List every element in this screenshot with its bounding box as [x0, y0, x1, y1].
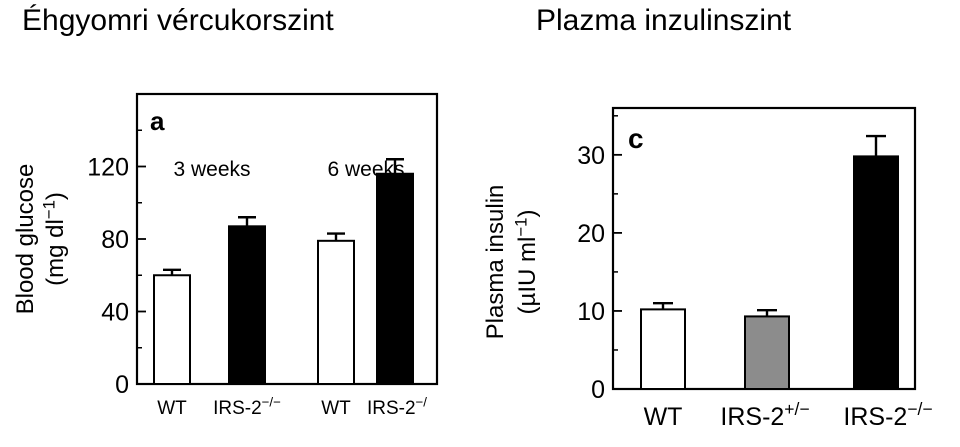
- x-category-label: IRS-2−/−: [843, 399, 932, 431]
- blood-glucose-chart: a 0 40 80 120 Blood glucose (mg dl−1) WT IRS-2−/…: [12, 92, 439, 419]
- group-label: 3 weeks: [173, 158, 250, 181]
- x-category-label: IRS-2+/−: [720, 399, 809, 431]
- y-tick-label: 0: [115, 371, 129, 399]
- bar: [744, 315, 790, 390]
- group-label: 6 weeks: [327, 158, 404, 181]
- bar: [640, 308, 686, 390]
- y-axis-unit: (mg dl−1): [40, 192, 69, 286]
- x-category-label: WT: [157, 398, 187, 419]
- y-tick-label: 30: [577, 142, 605, 170]
- y-axis-unit: (µIU ml−1): [512, 210, 541, 315]
- left-title: Éhgyomri vércukorszint: [22, 4, 334, 37]
- right-title: Plazma inzulinszint: [536, 4, 792, 37]
- bar: [853, 155, 899, 390]
- y-tick-label: 40: [101, 299, 129, 327]
- x-category-label: WT: [321, 398, 351, 419]
- panel-letter: a: [150, 106, 165, 136]
- y-axis-label: Plasma insulin: [482, 185, 509, 340]
- bar: [228, 225, 266, 385]
- bar: [153, 274, 191, 385]
- y-tick-label: 80: [101, 226, 129, 254]
- y-tick-label: 120: [87, 154, 129, 182]
- x-category-label: IRS-2−/−: [213, 394, 281, 419]
- x-category-label: WT: [644, 403, 683, 431]
- plasma-insulin-chart: c 0 10 20 30 Plasma insulin (µIU ml−1) WT IRS-2+…: [482, 106, 933, 431]
- y-tick-label: 0: [591, 376, 605, 404]
- panel-letter: c: [628, 123, 644, 154]
- bar: [376, 172, 414, 385]
- y-tick-label: 20: [577, 220, 605, 248]
- x-category-label: IRS-2−/: [367, 394, 427, 419]
- y-tick-label: 10: [577, 298, 605, 326]
- bar: [317, 239, 355, 385]
- y-axis-label: Blood glucose: [12, 164, 39, 315]
